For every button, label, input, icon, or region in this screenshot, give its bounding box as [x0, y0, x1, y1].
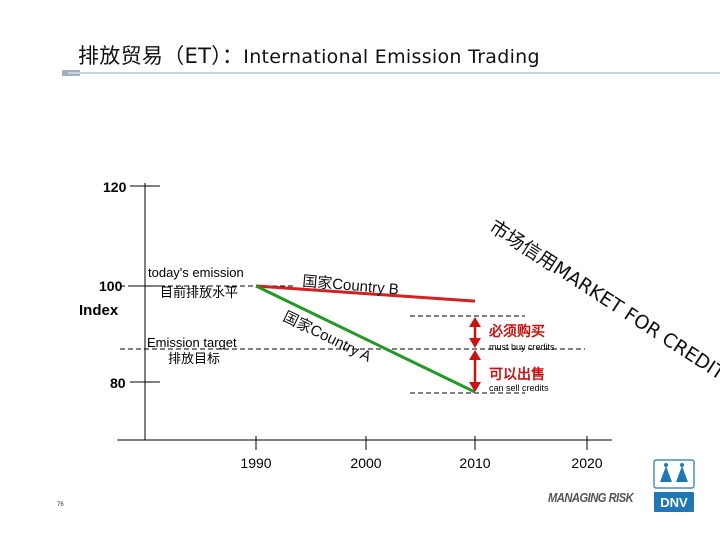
page-title: 排放贸易（ET）：International Emission Trading	[78, 40, 540, 70]
title-rule	[68, 72, 720, 74]
country-b-line	[255, 284, 476, 303]
can-sell-label-cn: 可以出售	[489, 366, 545, 383]
page-number: 76	[57, 502, 64, 508]
x-tick-label-2010: 2010	[459, 455, 490, 471]
can-sell-label-en: can sell credits	[489, 383, 549, 393]
today-emission-label-en: today's emission	[148, 265, 244, 280]
dnv-logo-text: DNV	[660, 495, 688, 510]
dnv-logo: DNV	[653, 459, 695, 512]
y-tick-label-100: 100	[99, 278, 123, 294]
title-cn: 排放贸易（ET）：	[78, 44, 244, 68]
can-sell-arrow-head-top	[469, 350, 481, 360]
must-buy-arrow-head-top	[469, 317, 481, 327]
x-tick-label-1990: 1990	[240, 455, 271, 471]
managing-risk-brand: MANAGING RISK	[548, 490, 634, 505]
x-tick-label-2020: 2020	[571, 455, 602, 471]
x-tick-label-2000: 2000	[350, 455, 381, 471]
emission-target-label-en: Emission target	[147, 335, 237, 350]
y-unit-label: Index	[79, 302, 119, 319]
emission-target-label-cn: 排放目标	[168, 352, 220, 367]
y-tick-label-80: 80	[110, 375, 126, 391]
today-emission-label-cn: 目前排放水平	[160, 285, 238, 301]
must-buy-label-en: must buy credits	[489, 342, 555, 352]
country-b-label: 国家Country B	[302, 273, 400, 298]
country-a-line	[255, 284, 476, 394]
title-en: International Emission Trading	[243, 46, 540, 68]
market-for-credits-label: 市场信用MARKET FOR CREDITS	[485, 216, 720, 391]
must-buy-arrow-head-bottom	[469, 338, 481, 348]
must-buy-label-cn: 必须购买	[488, 323, 545, 340]
can-sell-arrow-head-bottom	[469, 382, 481, 392]
y-tick-label-120: 120	[103, 179, 127, 195]
